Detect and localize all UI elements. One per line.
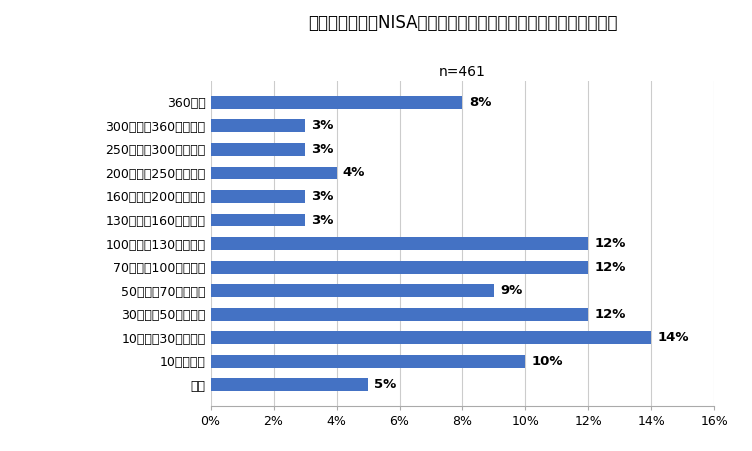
- Text: 3%: 3%: [311, 120, 334, 133]
- Bar: [211, 166, 336, 179]
- Text: 3%: 3%: [311, 143, 334, 156]
- Text: 12%: 12%: [595, 261, 626, 274]
- Text: 8%: 8%: [468, 96, 491, 109]
- Bar: [211, 190, 305, 203]
- Bar: [211, 261, 588, 273]
- Text: 9%: 9%: [500, 284, 523, 297]
- Bar: [211, 214, 305, 226]
- Bar: [211, 354, 526, 368]
- Text: 3%: 3%: [311, 213, 334, 226]
- Bar: [211, 143, 305, 156]
- Bar: [211, 331, 651, 344]
- Text: 3%: 3%: [311, 190, 334, 203]
- Text: 14%: 14%: [658, 331, 690, 344]
- Title: n=461: n=461: [439, 64, 486, 78]
- Bar: [211, 284, 494, 297]
- Bar: [211, 378, 368, 391]
- Text: 4%: 4%: [343, 166, 365, 179]
- Text: 12%: 12%: [595, 308, 626, 321]
- Text: 12%: 12%: [595, 237, 626, 250]
- Bar: [211, 237, 588, 250]
- Bar: [211, 96, 462, 109]
- Text: 10%: 10%: [532, 354, 563, 368]
- Bar: [211, 308, 588, 321]
- Text: 5%: 5%: [374, 378, 396, 391]
- Bar: [211, 120, 305, 133]
- Text: 今年一年間で新NISAを利用して合計いくらを投資する予定ですか: 今年一年間で新NISAを利用して合計いくらを投資する予定ですか: [308, 14, 617, 32]
